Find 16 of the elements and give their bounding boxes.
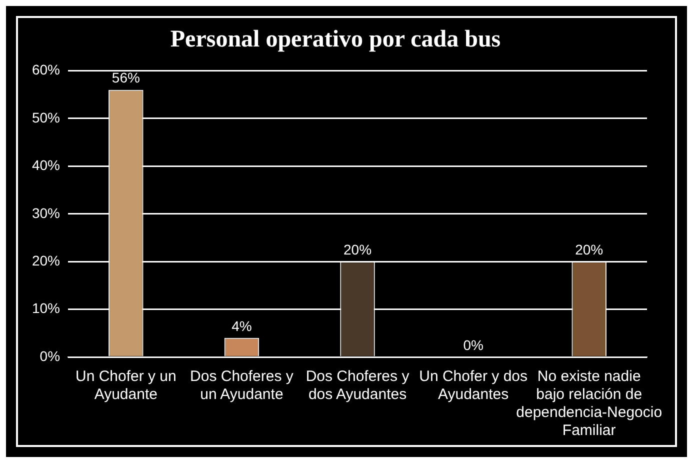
- data-label: 0%: [463, 336, 484, 353]
- data-label: 56%: [112, 70, 140, 86]
- data-label: 20%: [343, 241, 372, 258]
- y-tick-label: 30%: [32, 204, 60, 221]
- chart-title: Personal operativo por cada bus: [170, 26, 501, 53]
- y-tick-label: 0%: [40, 348, 60, 364]
- data-label: 20%: [575, 241, 604, 258]
- x-tick-label: Dos Choferes y un Ayudante: [190, 368, 294, 404]
- y-tick-label: 10%: [32, 300, 60, 316]
- y-tick-label: 20%: [32, 252, 60, 268]
- y-tick-label: 40%: [32, 157, 60, 174]
- y-tick-label: 60%: [32, 62, 60, 78]
- data-label: 4%: [232, 318, 252, 334]
- y-tick-label: 50%: [32, 109, 60, 126]
- x-tick-label: Un Chofer y un Ayudante: [75, 368, 176, 404]
- x-tick-label: Dos Choferes y dos Ayudantes: [306, 368, 410, 404]
